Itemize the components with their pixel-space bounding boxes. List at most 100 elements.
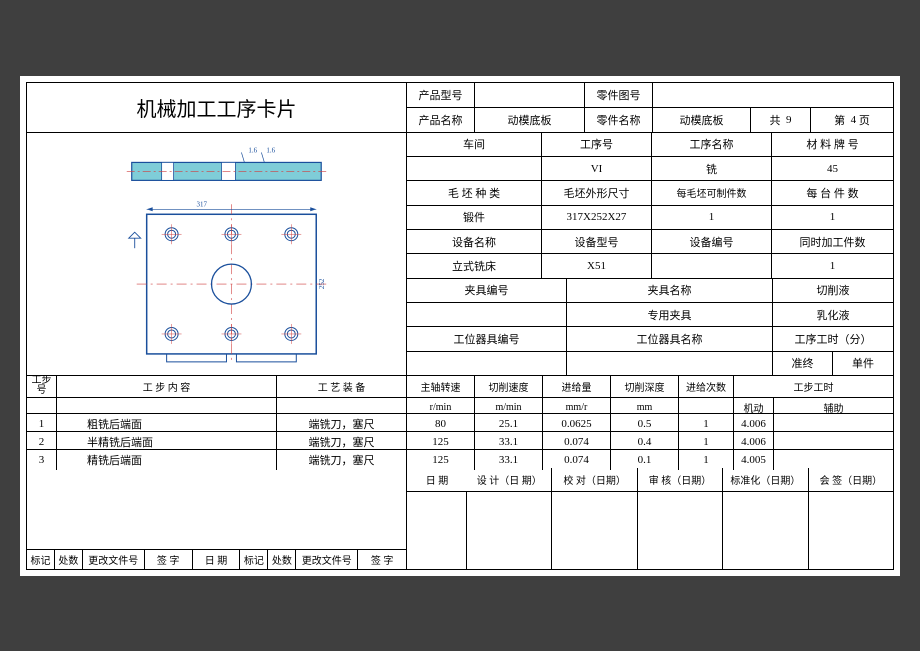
header-section: 机械加工工序卡片 产品型号 零件图号 产品名称 动模底板 零件名称 动模底板 共… [27,83,893,133]
step-spindle: 125 [407,450,475,470]
check-label: 校 对（日期） [552,468,637,491]
page: 机械加工工序卡片 产品型号 零件图号 产品名称 动模底板 零件名称 动模底板 共… [20,76,900,576]
step-depth: 0.5 [611,414,679,434]
coolant: 乳化液 [773,303,893,326]
fixture-no-label: 夹具编号 [407,279,567,302]
design-value [467,492,552,569]
simult-parts-label: 同时加工件数 [772,230,893,253]
fixture-name: 专用夹具 [567,303,773,326]
step-depth: 0.4 [611,432,679,452]
step-spindle: 125 [407,432,475,452]
blank-type-label: 毛 坯 种 类 [407,181,542,204]
prep-label: 准终 [773,352,833,375]
step-machine: 4.005 [734,450,774,470]
step-content: 半精铣后端面 [57,432,277,452]
step-feed: 0.074 [543,450,611,470]
equip-model-label: 设备型号 [542,230,652,253]
change-doc-label: 更改文件号 [83,550,145,570]
step-spindle: 80 [407,414,475,434]
col-spindle: 主轴转速 [407,376,475,397]
step-depth: 0.1 [611,450,679,470]
blank-size: 317X252X27 [542,206,652,229]
parts-per-unit-label: 每 台 件 数 [772,181,893,204]
step-aux [774,414,893,434]
workshop [407,157,542,180]
card-title: 机械加工工序卡片 [27,83,407,132]
col-count: 进给次数 [679,376,734,397]
tool-name-label: 工位器具名称 [567,327,773,350]
footer-section: 标记 处数 更改文件号 签 字 日 期 标记 处数 更改文件号 签 字 日 期 … [27,468,893,569]
step-no: 3 [27,450,57,470]
process-no-label: 工序号 [542,133,652,156]
workshop-label: 车间 [407,133,542,156]
step-equip: 端铣刀，塞尺 [277,450,407,470]
col-feed: 进给量 [543,376,611,397]
part-name: 动模底板 [653,108,751,132]
equip-name-label: 设备名称 [407,230,542,253]
equip-no-label: 设备编号 [652,230,772,253]
col-step-no: 工步号 [27,376,57,397]
technical-drawing: 1.6 1.6 [27,133,407,375]
process-name-label: 工序名称 [652,133,772,156]
coolant-label: 切削液 [773,279,893,302]
process-name: 铣 [652,157,772,180]
parts-per-blank-label: 每毛坯可制件数 [652,181,772,204]
product-name-label: 产品名称 [407,108,475,132]
steps-table: 工步号 工 步 内 容 工 艺 装 备 主轴转速 切削速度 进给量 切削深度 进… [27,376,893,468]
step-equip: 端铣刀，塞尺 [277,414,407,434]
process-card: 机械加工工序卡片 产品型号 零件图号 产品名称 动模底板 零件名称 动模底板 共… [26,82,894,570]
date-label-3: 日 期 [407,468,467,491]
total-pages: 共 9 [751,108,811,132]
fixture-no [407,303,567,326]
part-drawing-no-label: 零件图号 [585,83,653,107]
step-content: 粗铣后端面 [57,414,277,434]
blank-size-label: 毛坯外形尺寸 [542,181,652,204]
step-count: 1 [679,432,734,452]
tool-no-label: 工位器具编号 [407,327,567,350]
simult-parts: 1 [772,254,893,277]
process-no: VI [542,157,652,180]
time-label: 工序工时（分） [773,327,893,350]
equip-model: X51 [542,254,652,277]
change-doc-label-2: 更改文件号 [296,550,358,570]
step-machine: 4.006 [734,432,774,452]
step-equip: 端铣刀，塞尺 [277,432,407,452]
col-speed: 切削速度 [475,376,543,397]
drawing-svg: 1.6 1.6 [27,133,406,375]
step-feed: 0.0625 [543,414,611,434]
sig-label: 签 字 [145,550,193,570]
step-speed: 33.1 [475,450,543,470]
fixture-name-label: 夹具名称 [567,279,773,302]
material-no-label: 材 料 牌 号 [772,133,893,156]
table-row: 3精铣后端面端铣刀，塞尺12533.10.0740.114.005 [27,450,893,468]
design-label: 设 计（日 期） [467,468,552,491]
svg-text:317: 317 [197,200,208,208]
part-name-label: 零件名称 [585,108,653,132]
count-label: 处数 [55,550,83,570]
header-grid: 产品型号 零件图号 产品名称 动模底板 零件名称 动模底板 共 9 第 4 页 [407,83,893,132]
step-no: 1 [27,414,57,434]
table-row: 2半精铣后端面端铣刀，塞尺12533.10.0740.414.006 [27,432,893,450]
parts-per-blank: 1 [652,206,772,229]
sign-label: 会 签（日期） [809,468,893,491]
col-depth: 切削深度 [611,376,679,397]
equip-name: 立式铣床 [407,254,542,277]
parts-per-unit: 1 [772,206,893,229]
audit-value [638,492,723,569]
unit-label: 单件 [833,352,893,375]
page-no: 第 4 页 [811,108,893,132]
middle-section: 1.6 1.6 [27,133,893,376]
audit-label: 审 核（日期） [638,468,723,491]
count-label-2: 处数 [268,550,296,570]
mark-label-2: 标记 [240,550,268,570]
step-no: 2 [27,432,57,452]
mark-label: 标记 [27,550,55,570]
step-feed: 0.074 [543,432,611,452]
step-speed: 25.1 [475,414,543,434]
col-content: 工 步 内 容 [57,376,277,397]
standard-label: 标准化（日期） [723,468,808,491]
revision-row: 标记 处数 更改文件号 签 字 日 期 标记 处数 更改文件号 签 字 [27,549,406,569]
equip-no [652,254,772,277]
sig-label-2: 签 字 [358,550,406,570]
svg-text:1.6: 1.6 [248,146,257,154]
